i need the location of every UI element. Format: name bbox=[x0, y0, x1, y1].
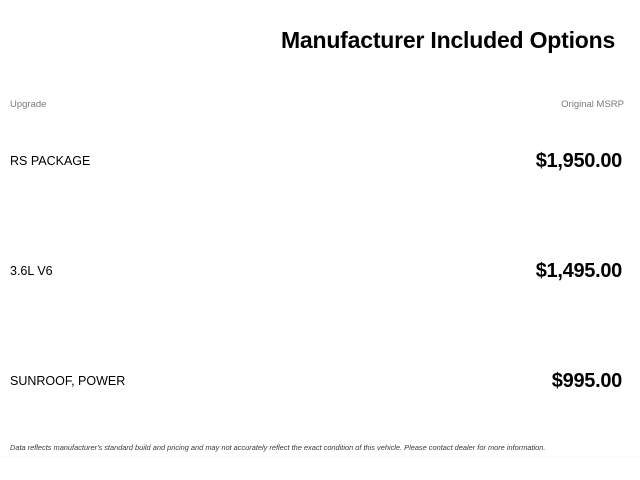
table-row: RS PACKAGE $1,950.00 bbox=[0, 147, 640, 257]
table-column-headers: Upgrade Original MSRP bbox=[0, 98, 640, 112]
option-name: SUNROOF, POWER bbox=[10, 374, 126, 388]
option-price: $995.00 bbox=[551, 370, 623, 392]
column-header-original-msrp: Original MSRP bbox=[561, 99, 624, 110]
option-price: $1,495.00 bbox=[535, 260, 623, 282]
option-price: $1,950.00 bbox=[535, 150, 623, 172]
table-row: 3.6L V6 $1,495.00 bbox=[0, 257, 640, 367]
table-row: SUNROOF, POWER $995.00 bbox=[0, 367, 640, 477]
option-name: RS PACKAGE bbox=[10, 154, 91, 168]
column-header-upgrade: Upgrade bbox=[10, 99, 47, 110]
page-title: Manufacturer Included Options bbox=[280, 27, 616, 53]
page-title-container: Manufacturer Included Options bbox=[270, 26, 626, 54]
disclaimer-text: Data reflects manufacturer's standard bu… bbox=[10, 443, 546, 452]
footer-divider bbox=[0, 456, 640, 457]
option-name: 3.6L V6 bbox=[10, 264, 53, 278]
options-table-body: RS PACKAGE $1,950.00 3.6L V6 $1,495.00 S… bbox=[0, 147, 640, 477]
